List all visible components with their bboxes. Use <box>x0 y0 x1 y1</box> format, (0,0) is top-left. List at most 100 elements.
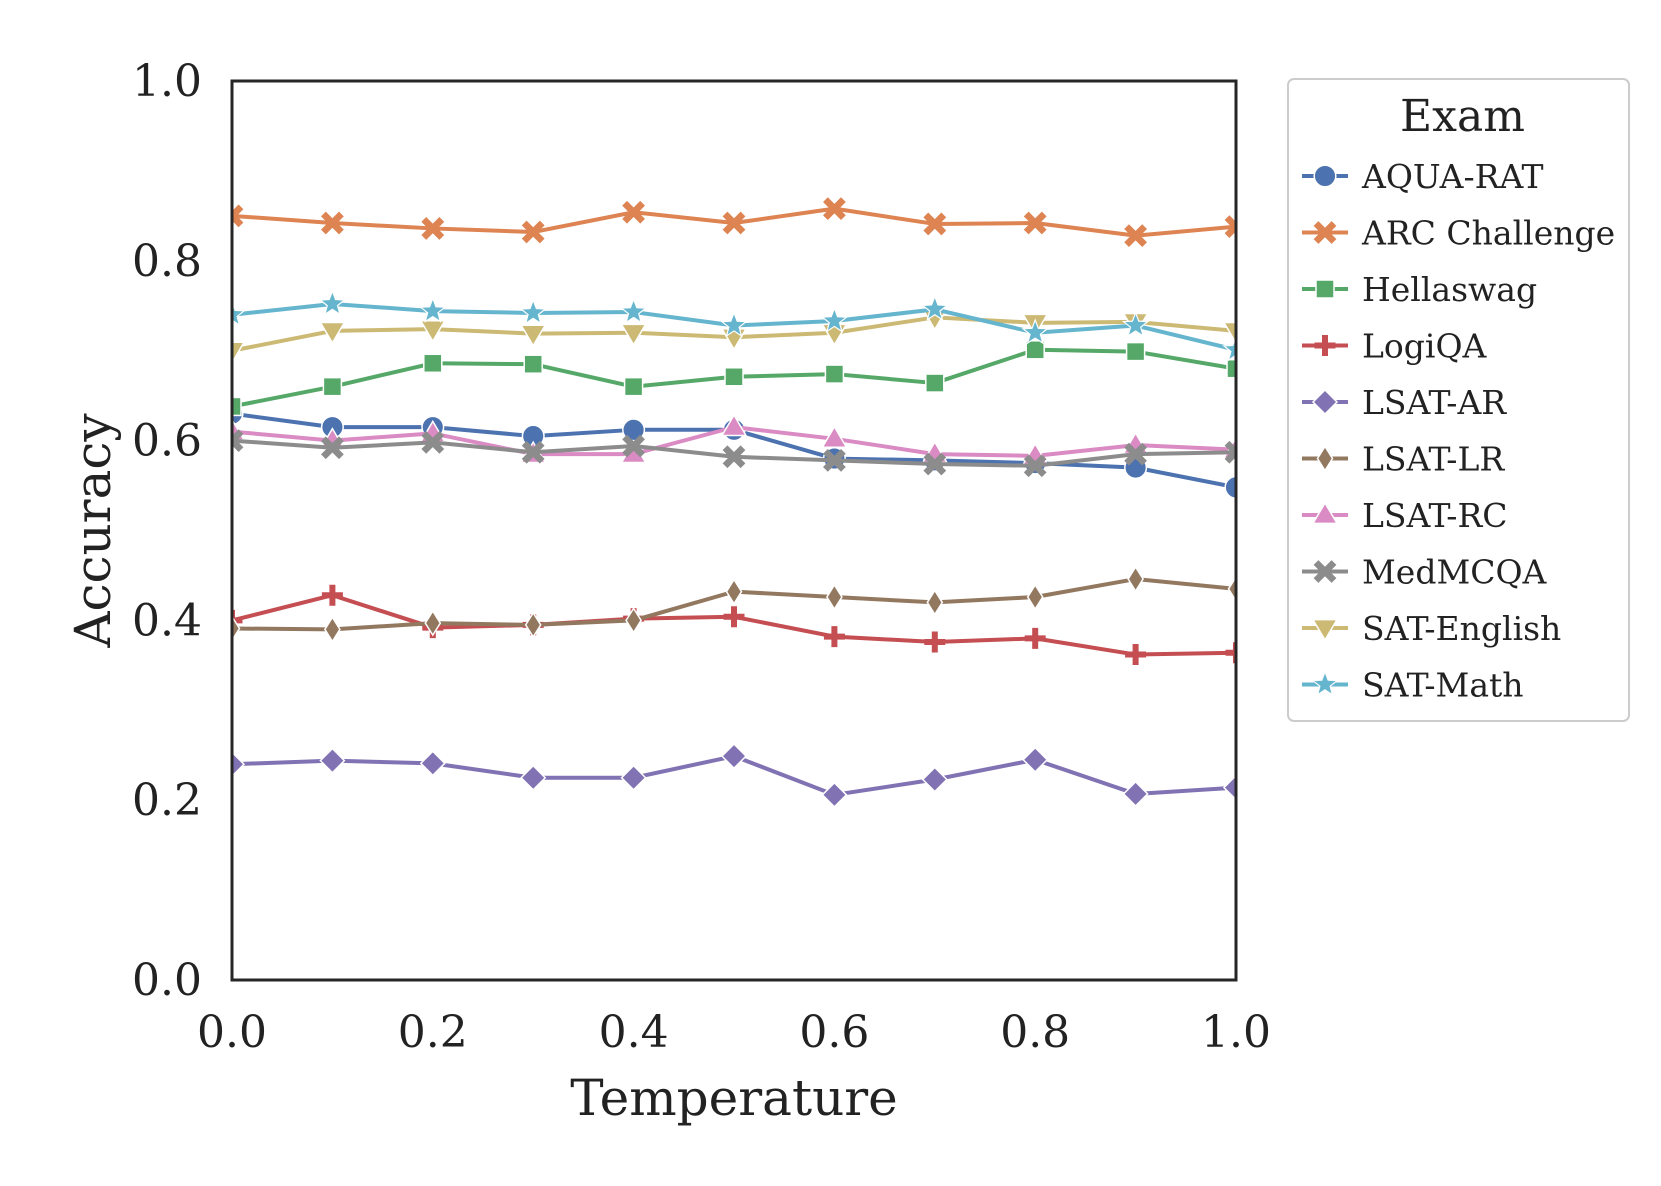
data-point-hellaswag <box>523 354 543 374</box>
legend-label: MedMCQA <box>1362 553 1548 592</box>
data-point-medmcqa <box>521 440 545 464</box>
series-medmcqa <box>232 429 1236 478</box>
data-point-lsat-rc <box>720 413 748 437</box>
data-point-hellaswag <box>1025 340 1045 360</box>
data-point-logiqa <box>1125 644 1147 666</box>
series-lsat-lr <box>232 565 1236 643</box>
legend-entry-lsat-rc: LSAT-RC <box>1302 496 1508 535</box>
data-point-hellaswag <box>1226 358 1236 379</box>
data-point-lsat-lr <box>625 606 642 634</box>
data-point-lsat-lr <box>725 578 743 606</box>
data-point-sat-math <box>921 294 949 322</box>
data-point-arc-challenge <box>1124 224 1147 248</box>
series-sat-math <box>232 289 1236 362</box>
data-point-logiqa <box>321 584 343 606</box>
data-point-lsat-ar <box>419 750 446 777</box>
data-point-medmcqa <box>923 452 947 476</box>
data-point-lsat-ar <box>1122 780 1149 807</box>
data-point-logiqa <box>823 626 845 648</box>
data-point-logiqa <box>1024 627 1046 649</box>
data-point-sat-english <box>319 321 346 345</box>
plot-area-frame <box>230 79 1238 982</box>
data-point-lsat-lr <box>926 589 944 616</box>
data-point-medmcqa <box>823 448 846 472</box>
legend-marker <box>1313 164 1337 188</box>
y-axis-ticks: 0.0 0.2 0.4 0.6 0.8 1.0 <box>132 56 202 1006</box>
data-point-sat-math <box>1121 311 1150 338</box>
series-hellaswag <box>232 340 1236 417</box>
legend-label: LSAT-AR <box>1362 383 1507 422</box>
legend-entry-aqua-rat: AQUA-RAT <box>1302 157 1544 196</box>
x-axis-ticks: 0.0 0.2 0.4 0.6 0.8 1.0 <box>197 1007 1271 1058</box>
data-point-lsat-ar <box>921 766 948 793</box>
legend-marker <box>1315 279 1335 299</box>
data-point-logiqa <box>1225 642 1236 664</box>
legend-label: LSAT-RC <box>1362 496 1508 535</box>
data-point-sat-english <box>419 319 447 343</box>
x-tick-label: 1.0 <box>1201 1007 1271 1058</box>
legend-label: AQUA-RAT <box>1361 157 1544 196</box>
x-tick-label: 0.4 <box>599 1007 669 1058</box>
data-point-arc-challenge <box>521 220 545 244</box>
data-point-lsat-ar <box>232 751 246 778</box>
legend-label: LogiQA <box>1362 327 1488 366</box>
data-point-medmcqa <box>722 445 746 469</box>
y-tick-label: 0.2 <box>132 775 202 826</box>
legend-entry-medmcqa: MedMCQA <box>1302 553 1548 592</box>
data-point-sat-math <box>820 306 849 333</box>
data-point-lsat-ar <box>319 747 346 774</box>
data-point-medmcqa <box>622 434 645 458</box>
legend-marker <box>1311 501 1339 525</box>
data-point-lsat-lr <box>1026 583 1044 611</box>
y-tick-label: 0.8 <box>132 236 202 287</box>
legend-marker <box>1311 618 1339 642</box>
y-tick-label: 0.4 <box>132 595 202 646</box>
legend-entry-lsat-ar: LSAT-AR <box>1302 383 1507 422</box>
legend-box <box>1287 78 1630 722</box>
legend-label: ARC Challenge <box>1361 214 1615 253</box>
legend-marker <box>1313 560 1337 583</box>
data-point-lsat-ar <box>1222 774 1236 801</box>
legend-label: Hellaswag <box>1362 270 1537 309</box>
legend-entry-sat-math: SAT-Math <box>1302 666 1524 705</box>
series-arc-challenge <box>232 197 1236 248</box>
data-point-hellaswag <box>232 396 242 417</box>
data-point-sat-math <box>1222 335 1236 362</box>
data-point-arc-challenge <box>622 200 645 224</box>
legend-marker <box>1311 388 1339 416</box>
data-point-lsat-ar <box>520 764 547 791</box>
data-point-sat-english <box>1222 321 1236 345</box>
data-point-sat-math <box>720 311 748 338</box>
data-point-medmcqa <box>232 429 244 452</box>
data-point-arc-challenge <box>722 211 746 235</box>
data-point-lsat-ar <box>620 764 647 791</box>
legend-marker <box>1313 221 1337 244</box>
legend-entry-logiqa: LogiQA <box>1302 327 1488 366</box>
data-point-lsat-ar <box>720 743 748 770</box>
x-axis-label: Temperature <box>570 1069 898 1127</box>
legend-entry-hellaswag: Hellaswag <box>1302 270 1537 309</box>
legend-label: SAT-Math <box>1362 666 1524 705</box>
legend-marker <box>1314 335 1336 356</box>
y-tick-label: 0.0 <box>132 955 202 1006</box>
data-point-lsat-lr <box>826 583 843 611</box>
legend-items: AQUA-RAT ARC Challenge Hellaswag LogiQA LSAT… <box>1302 157 1615 705</box>
data-point-arc-challenge <box>1023 211 1047 235</box>
data-point-hellaswag <box>623 376 644 397</box>
data-point-hellaswag <box>322 376 343 397</box>
legend-entry-lsat-lr: LSAT-LR <box>1302 440 1505 479</box>
data-point-sat-math <box>619 297 648 324</box>
legend-label: LSAT-LR <box>1362 440 1505 479</box>
data-point-lsat-rc <box>821 425 848 448</box>
legend-marker <box>1311 670 1339 697</box>
data-point-sat-math <box>419 296 447 323</box>
data-point-arc-challenge <box>421 217 445 240</box>
data-point-logiqa <box>232 609 243 631</box>
data-point-hellaswag <box>925 373 945 393</box>
x-tick-label: 0.2 <box>398 1007 468 1058</box>
legend: Exam AQUA-RAT ARC Challenge Hellaswag LogiQ… <box>1287 78 1630 722</box>
data-point-medmcqa <box>1224 440 1236 464</box>
data-point-medmcqa <box>1023 454 1047 478</box>
legend-label: SAT-English <box>1362 609 1561 648</box>
